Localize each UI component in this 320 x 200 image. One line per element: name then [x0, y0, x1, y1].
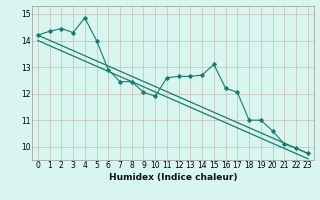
X-axis label: Humidex (Indice chaleur): Humidex (Indice chaleur): [108, 173, 237, 182]
